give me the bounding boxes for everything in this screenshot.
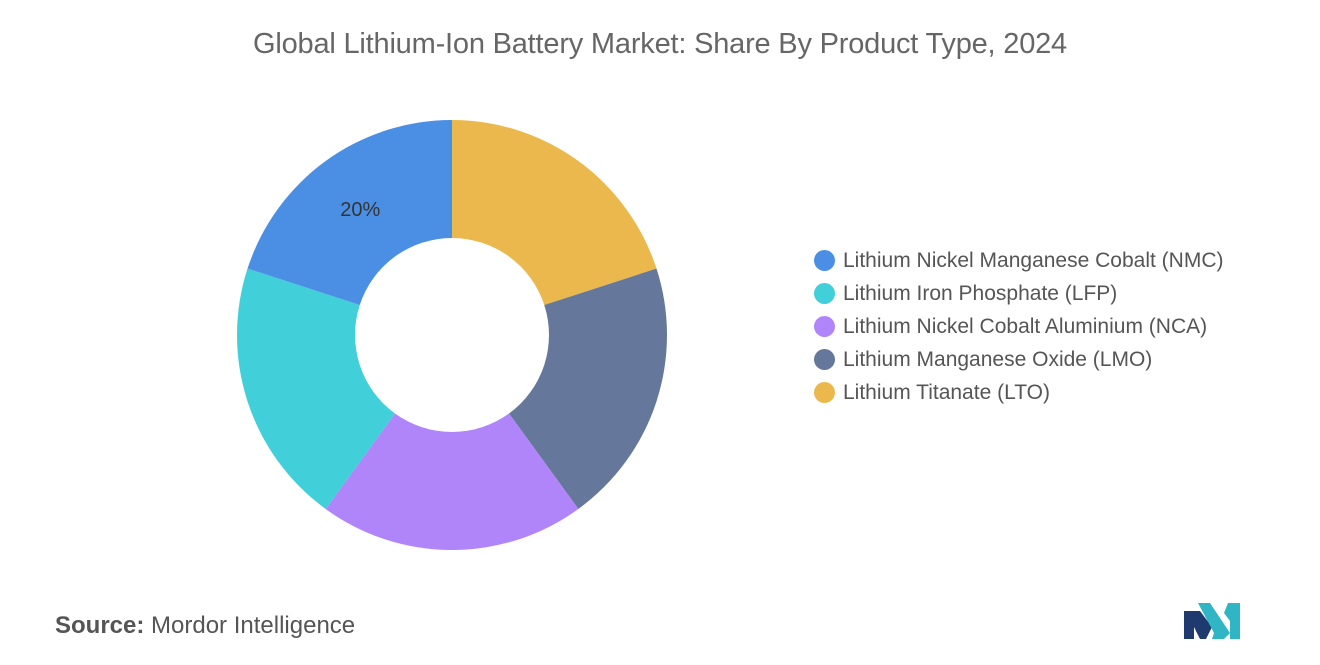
chart-title: Global Lithium-Ion Battery Market: Share…	[253, 28, 1067, 60]
slice-lithium-nickel-cobalt-aluminium-nca	[325, 413, 579, 550]
logo-left-shape	[1184, 611, 1212, 639]
mordor-intelligence-logo-icon	[1184, 603, 1240, 639]
source-key: Source:	[55, 612, 145, 639]
legend-label: Lithium Manganese Oxide (LMO)	[843, 347, 1153, 371]
legend-label: Lithium Titanate (LTO)	[843, 380, 1050, 404]
legend-label: Lithium Nickel Manganese Cobalt (NMC)	[843, 248, 1224, 272]
legend-swatch	[814, 382, 835, 403]
slice-lithium-nickel-manganese-cobalt-nmc	[247, 120, 452, 306]
legend-swatch	[814, 316, 835, 337]
logo-mid-shape	[1198, 603, 1230, 639]
legend-label: Lithium Nickel Cobalt Aluminium (NCA)	[843, 314, 1208, 338]
legend-swatch	[814, 283, 835, 304]
chart-legend: Lithium Nickel Manganese Cobalt (NMC) Li…	[814, 244, 1223, 409]
legend-item: Lithium Titanate (LTO)	[814, 376, 1223, 409]
legend-item: Lithium Nickel Manganese Cobalt (NMC)	[814, 244, 1223, 277]
data-label: 20%	[340, 199, 380, 221]
legend-swatch	[814, 250, 835, 271]
slice-lithium-manganese-oxide-lmo	[509, 268, 668, 509]
legend-item: Lithium Manganese Oxide (LMO)	[814, 343, 1223, 376]
donut-slices	[236, 120, 668, 550]
legend-label: Lithium Iron Phosphate (LFP)	[843, 281, 1118, 305]
source-note: Source: Mordor Intelligence	[55, 612, 355, 640]
donut-data-labels: 20%	[340, 199, 380, 221]
legend-item: Lithium Iron Phosphate (LFP)	[814, 277, 1223, 310]
slice-lithium-titanate-lto	[452, 120, 657, 306]
slice-lithium-iron-phosphate-lfp	[236, 268, 395, 509]
legend-swatch	[814, 349, 835, 370]
logo-right-shape	[1224, 603, 1240, 639]
source-value: Mordor Intelligence	[151, 612, 356, 639]
legend-item: Lithium Nickel Cobalt Aluminium (NCA)	[814, 310, 1223, 343]
